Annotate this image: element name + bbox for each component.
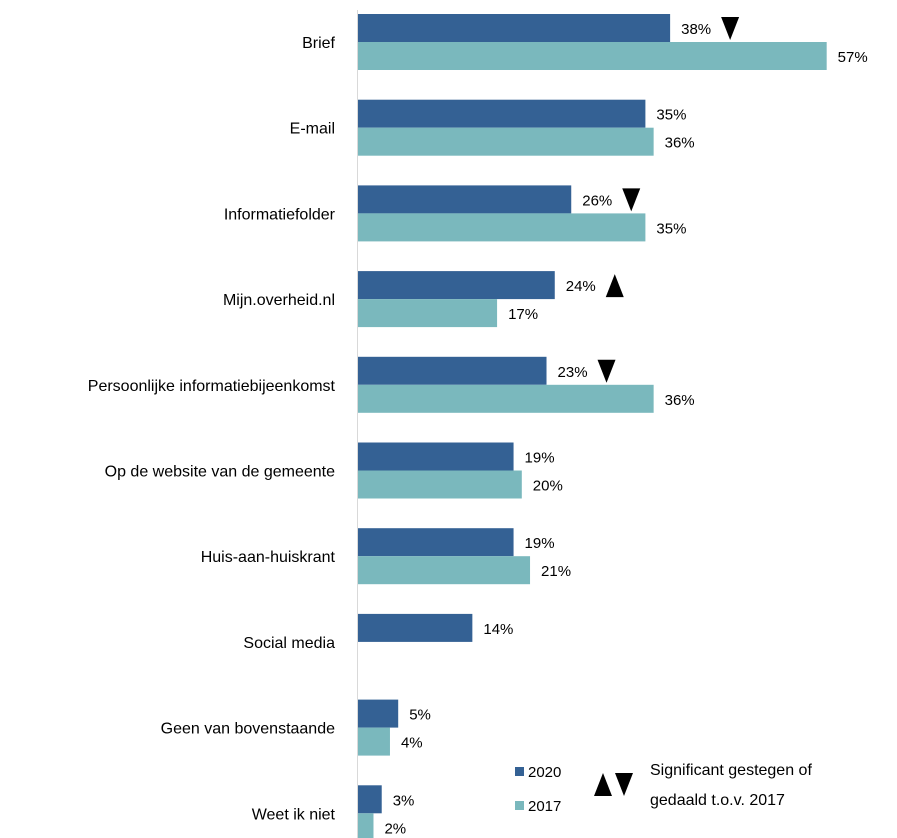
down-triangle-icon-informatiefolder bbox=[622, 188, 641, 212]
legend-significance-note-line1: Significant gestegen of bbox=[650, 762, 812, 779]
value-label-2017-geen-van-bovenstaande: 4% bbox=[401, 735, 423, 752]
bar-2017-huis-aan-huiskrant bbox=[357, 556, 531, 585]
bar-2020-huis-aan-huiskrant bbox=[357, 528, 514, 557]
bar-2020-informatiefolder bbox=[357, 185, 572, 214]
value-label-2017-weet-ik-niet: 2% bbox=[384, 820, 406, 837]
value-label-2020-e-mail: 35% bbox=[656, 107, 686, 124]
bar-2017-op-de-website-van-de-gemeente bbox=[357, 470, 522, 499]
value-label-2017-informatiefolder: 35% bbox=[656, 220, 686, 237]
bar-2017-informatiefolder bbox=[357, 213, 646, 242]
category-label-persoonlijke-informatiebijeenkomst: Persoonlijke informatiebijeenkomst bbox=[88, 378, 336, 395]
legend-swatch-2017 bbox=[515, 801, 524, 810]
value-label-2020-op-de-website-van-de-gemeente: 19% bbox=[525, 450, 555, 467]
bar-2017-e-mail bbox=[357, 127, 654, 156]
legend-swatch-2020 bbox=[515, 767, 524, 776]
bar-2017-persoonlijke-informatiebijeenkomst bbox=[357, 384, 654, 413]
value-label-2020-persoonlijke-informatiebijeenkomst: 23% bbox=[558, 364, 588, 381]
bar-2017-geen-van-bovenstaande bbox=[357, 727, 390, 756]
value-label-2017-op-de-website-van-de-gemeente: 20% bbox=[533, 478, 563, 495]
value-label-2020-huis-aan-huiskrant: 19% bbox=[525, 535, 555, 552]
bar-2017-weet-ik-niet bbox=[357, 813, 374, 838]
bars bbox=[357, 14, 827, 838]
legend-up-triangle-icon bbox=[594, 773, 612, 796]
value-label-2017-brief: 57% bbox=[838, 49, 868, 66]
value-label-2020-social-media: 14% bbox=[483, 621, 513, 638]
value-label-2017-mijn-overheid-nl: 17% bbox=[508, 306, 538, 323]
legend-significance-note-line2: gedaald t.o.v. 2017 bbox=[650, 792, 785, 809]
category-labels: Brief E-mail Informatiefolder Mijn.overheid… bbox=[88, 35, 336, 823]
legend-down-triangle-icon bbox=[615, 773, 633, 796]
category-label-e-mail: E-mail bbox=[290, 121, 335, 138]
category-label-brief: Brief bbox=[302, 35, 335, 52]
category-label-informatiefolder: Informatiefolder bbox=[224, 206, 336, 223]
category-label-geen-van-bovenstaande: Geen van bovenstaande bbox=[161, 721, 335, 738]
bar-2020-social-media bbox=[357, 613, 473, 642]
bar-2020-geen-van-bovenstaande bbox=[357, 699, 399, 728]
bar-2020-e-mail bbox=[357, 99, 646, 128]
legend-label-2020: 2020 bbox=[528, 764, 561, 781]
category-label-mijn-overheid-nl: Mijn.overheid.nl bbox=[223, 292, 335, 309]
down-triangle-icon-brief bbox=[721, 17, 740, 40]
value-label-2017-persoonlijke-informatiebijeenkomst: 36% bbox=[665, 392, 695, 409]
category-label-weet-ik-niet: Weet ik niet bbox=[252, 806, 336, 823]
category-label-social-media: Social media bbox=[243, 635, 335, 652]
category-label-huis-aan-huiskrant: Huis-aan-huiskrant bbox=[201, 549, 336, 566]
category-label-op-de-website-van-de-gemeente: Op de website van de gemeente bbox=[105, 464, 335, 481]
bar-2020-op-de-website-van-de-gemeente bbox=[357, 442, 514, 471]
legend: 2020 2017 Significant gestegen of gedaal… bbox=[515, 762, 812, 815]
bar-2017-brief bbox=[357, 42, 827, 70]
value-labels: 38% 57% 35% 36% 26% 35% 24% 17% 23% 36% 19% 20% 19% 2… bbox=[384, 21, 867, 837]
bar-2020-brief bbox=[357, 14, 671, 42]
significance-markers bbox=[597, 17, 740, 383]
value-label-2020-geen-van-bovenstaande: 5% bbox=[409, 707, 431, 724]
value-label-2017-huis-aan-huiskrant: 21% bbox=[541, 563, 571, 580]
value-label-2020-weet-ik-niet: 3% bbox=[393, 792, 415, 809]
down-triangle-icon-persoonlijke-informatiebijeenkomst bbox=[597, 359, 616, 383]
bar-2017-mijn-overheid-nl bbox=[357, 299, 498, 328]
value-label-2020-mijn-overheid-nl: 24% bbox=[566, 278, 596, 295]
value-label-2017-e-mail: 36% bbox=[665, 135, 695, 152]
value-label-2020-informatiefolder: 26% bbox=[582, 192, 612, 209]
value-label-2020-brief: 38% bbox=[681, 21, 711, 38]
bar-2020-weet-ik-niet bbox=[357, 785, 382, 814]
bar-2020-mijn-overheid-nl bbox=[357, 271, 555, 300]
bar-2020-persoonlijke-informatiebijeenkomst bbox=[357, 356, 547, 385]
up-triangle-icon-mijn-overheid-nl bbox=[605, 274, 624, 298]
legend-label-2017: 2017 bbox=[528, 798, 561, 815]
